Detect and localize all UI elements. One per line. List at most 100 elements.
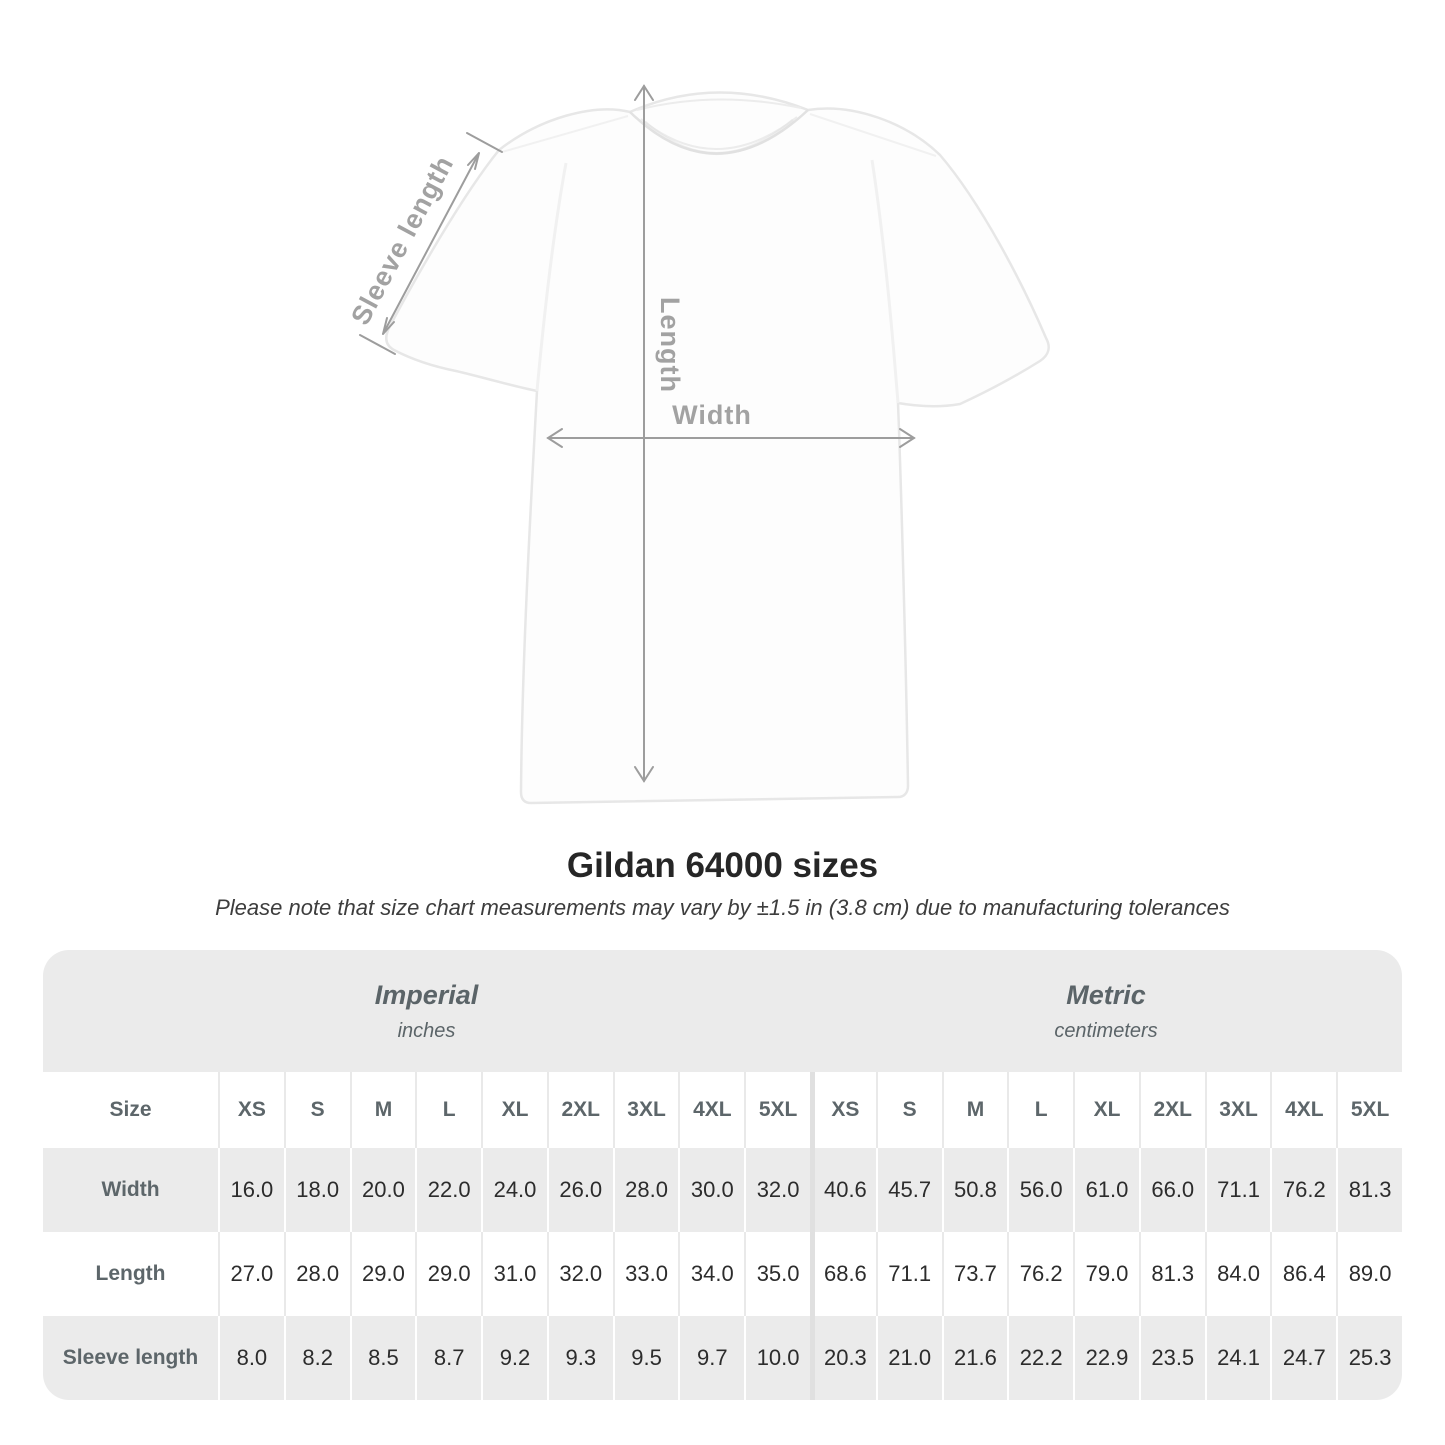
metric-size-header-5xl-text: 5XL <box>1350 1098 1390 1121</box>
cell-sleeve-length-metric: 20.3 <box>810 1316 876 1400</box>
metric-size-header-2xl: 2XL <box>1138 1072 1205 1148</box>
cell-width-imperial: 16.0 <box>218 1148 284 1232</box>
cell-sleeve-length-metric: 24.7 <box>1270 1316 1337 1400</box>
col-header-size-text: Size <box>109 1098 152 1121</box>
tshirt-outline <box>385 91 1050 805</box>
cell-sleeve-length-metric-text: 20.3 <box>823 1345 867 1370</box>
cell-width-metric: 71.1 <box>1204 1148 1271 1232</box>
metric-section-unit: centimeters <box>1054 1019 1158 1042</box>
cell-length-metric: 68.6 <box>810 1232 876 1316</box>
metric-section-header: Metric centimeters <box>810 950 1402 1072</box>
metric-size-header-4xl-text: 4XL <box>1285 1098 1324 1121</box>
cell-width-imperial: 30.0 <box>678 1148 745 1232</box>
cell-width-metric-text: 61.0 <box>1085 1177 1129 1202</box>
imperial-size-header-m: M <box>349 1072 416 1148</box>
imperial-size-header-5xl-text: 5XL <box>758 1098 798 1121</box>
cell-sleeve-length-imperial: 8.5 <box>349 1316 416 1400</box>
cell-width-metric: 66.0 <box>1138 1148 1205 1232</box>
cell-length-metric-text: 89.0 <box>1348 1261 1392 1286</box>
metric-size-header-s-text: S <box>902 1098 917 1121</box>
cell-length-metric-text: 81.3 <box>1151 1261 1195 1286</box>
row-label-length: Length <box>43 1232 218 1316</box>
imperial-size-header-3xl-text: 3XL <box>627 1098 666 1121</box>
metric-section-title: Metric <box>1066 979 1146 1010</box>
cell-sleeve-length-metric-text: 21.0 <box>888 1345 932 1370</box>
cell-width-imperial-text: 20.0 <box>362 1177 405 1202</box>
imperial-section-title: Imperial <box>374 979 479 1010</box>
cell-length-metric: 84.0 <box>1204 1232 1271 1316</box>
cell-sleeve-length-imperial-text: 9.3 <box>565 1345 597 1370</box>
cell-sleeve-length-imperial-text: 8.2 <box>302 1345 333 1370</box>
tshirt-diagram: Length Width Sleeve length <box>345 84 1050 805</box>
row-label-sleeve-length-text: Sleeve length <box>62 1346 199 1369</box>
cell-width-metric: 50.8 <box>941 1148 1008 1232</box>
cell-length-metric: 81.3 <box>1138 1232 1205 1316</box>
imperial-size-header-s-text: S <box>310 1098 325 1121</box>
imperial-size-header-l-text: L <box>442 1098 456 1121</box>
imperial-size-header-4xl-text: 4XL <box>693 1098 732 1121</box>
cell-width-imperial-text: 26.0 <box>559 1177 603 1202</box>
cell-sleeve-length-metric: 25.3 <box>1336 1316 1402 1400</box>
tolerance-note: Please note that size chart measurements… <box>215 895 1230 920</box>
cell-length-imperial: 29.0 <box>415 1232 482 1316</box>
imperial-size-header-xs: XS <box>218 1072 284 1148</box>
col-header-size: Size <box>43 1072 218 1148</box>
cell-width-metric-text: 50.8 <box>954 1177 997 1202</box>
cell-width-metric-text: 45.7 <box>888 1177 932 1202</box>
metric-size-header-xl: XL <box>1073 1072 1139 1148</box>
imperial-size-header-s: S <box>283 1072 350 1148</box>
imperial-size-header-2xl: 2XL <box>546 1072 613 1148</box>
right-sleeve-seam <box>870 159 900 404</box>
cell-length-metric-text: 84.0 <box>1217 1261 1260 1286</box>
width-label: Width <box>672 400 752 430</box>
row-label-length-text: Length <box>95 1262 166 1285</box>
cell-width-imperial: 22.0 <box>415 1148 482 1232</box>
cell-width-metric-text: 81.3 <box>1348 1177 1392 1202</box>
cell-width-imperial: 32.0 <box>744 1148 810 1232</box>
cell-sleeve-length-imperial: 10.0 <box>744 1316 810 1400</box>
cell-width-imperial: 20.0 <box>349 1148 416 1232</box>
cell-sleeve-length-metric: 21.6 <box>941 1316 1008 1400</box>
cell-sleeve-length-metric-text: 23.5 <box>1151 1345 1195 1370</box>
cell-width-imperial-text: 16.0 <box>230 1177 274 1202</box>
cell-sleeve-length-imperial-text: 9.7 <box>697 1345 728 1370</box>
cell-sleeve-length-imperial-text: 10.0 <box>756 1345 800 1370</box>
cell-length-imperial-text: 29.0 <box>362 1261 405 1286</box>
metric-size-header-3xl: 3XL <box>1204 1072 1271 1148</box>
cell-sleeve-length-metric: 22.2 <box>1007 1316 1074 1400</box>
cell-sleeve-length-imperial: 8.0 <box>218 1316 284 1400</box>
right-shoulder-seam <box>809 113 937 157</box>
cell-width-metric: 56.0 <box>1007 1148 1074 1232</box>
metric-size-header-m-text: M <box>966 1098 985 1121</box>
cell-length-metric: 71.1 <box>875 1232 942 1316</box>
cell-sleeve-length-metric: 24.1 <box>1204 1316 1271 1400</box>
sleeve-length-arrow <box>359 132 503 355</box>
metric-size-header-xs: XS <box>810 1072 876 1148</box>
row-label-width-text: Width <box>101 1178 160 1201</box>
cell-sleeve-length-imperial: 9.2 <box>481 1316 547 1400</box>
cell-width-metric-text: 40.6 <box>823 1177 867 1202</box>
cell-length-metric: 86.4 <box>1270 1232 1337 1316</box>
cell-length-metric: 79.0 <box>1073 1232 1139 1316</box>
cell-length-imperial-text: 33.0 <box>625 1261 668 1286</box>
width-arrow <box>546 428 916 448</box>
cell-width-metric: 76.2 <box>1270 1148 1337 1232</box>
cell-sleeve-length-metric-text: 22.9 <box>1085 1345 1129 1370</box>
cell-width-metric-text: 56.0 <box>1019 1177 1063 1202</box>
cell-sleeve-length-imperial: 8.2 <box>283 1316 350 1400</box>
cell-length-imperial-text: 27.0 <box>230 1261 274 1286</box>
metric-size-header-5xl: 5XL <box>1336 1072 1402 1148</box>
imperial-size-header-4xl: 4XL <box>678 1072 745 1148</box>
cell-length-imperial: 29.0 <box>349 1232 416 1316</box>
length-arrow <box>634 84 654 783</box>
imperial-size-header-l: L <box>415 1072 482 1148</box>
cell-sleeve-length-imperial: 8.7 <box>415 1316 482 1400</box>
cell-width-imperial-text: 22.0 <box>427 1177 471 1202</box>
imperial-size-header-m-text: M <box>374 1098 393 1121</box>
cell-length-metric: 76.2 <box>1007 1232 1074 1316</box>
imperial-size-header-2xl-text: 2XL <box>561 1098 601 1121</box>
cell-sleeve-length-metric-text: 24.7 <box>1282 1345 1326 1370</box>
cell-width-metric: 81.3 <box>1336 1148 1402 1232</box>
cell-width-metric: 45.7 <box>875 1148 942 1232</box>
